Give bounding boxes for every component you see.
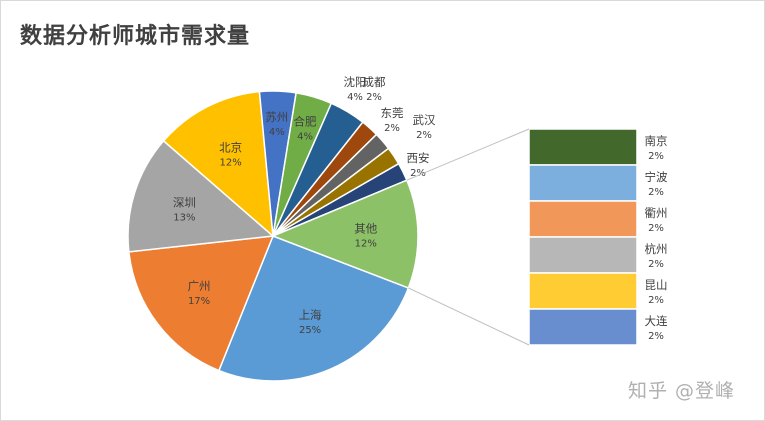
bar-label-宁波: 宁波: [645, 170, 668, 184]
pie-slice-广州: [128, 235, 275, 372]
slice-value-广州: 17%: [188, 296, 210, 307]
slice-label-武汉: 武汉: [413, 113, 436, 127]
slice-value-深圳: 13%: [173, 212, 195, 223]
bar-value-衢州: 2%: [648, 223, 664, 234]
slice-label-沈阳: 沈阳: [344, 75, 367, 89]
bar-value-昆山: 2%: [648, 295, 664, 306]
connector-line-top: [406, 128, 530, 181]
slice-value-成都: 2%: [366, 92, 382, 103]
chart-title: 数据分析师城市需求量: [20, 24, 251, 49]
slice-label-其他: 其他: [354, 222, 377, 236]
slice-label-成都: 成都: [363, 75, 386, 89]
pie-slice-深圳: [127, 139, 275, 253]
slice-value-苏州: 4%: [269, 127, 285, 138]
slice-value-其他: 12%: [355, 239, 377, 250]
slice-value-东莞: 2%: [384, 123, 400, 134]
bar-value-宁波: 2%: [648, 187, 664, 198]
slice-label-西安: 西安: [407, 151, 430, 165]
slice-label-合肥: 合肥: [294, 115, 317, 129]
slice-value-武汉: 2%: [416, 130, 432, 141]
slice-label-深圳: 深圳: [173, 195, 196, 209]
watermark: 知乎 @登峰: [628, 380, 736, 402]
bar-value-南京: 2%: [648, 151, 664, 162]
slice-label-上海: 上海: [299, 308, 322, 322]
bar-segment-大连: [528, 308, 638, 346]
slice-label-东莞: 东莞: [381, 106, 404, 120]
slice-label-广州: 广州: [188, 279, 211, 293]
slice-value-北京: 12%: [219, 157, 241, 168]
bar-value-杭州: 2%: [648, 259, 664, 270]
slice-label-苏州: 苏州: [265, 110, 288, 124]
bar-label-大连: 大连: [645, 314, 668, 328]
bar-label-南京: 南京: [645, 134, 668, 148]
bar-segment-宁波: [528, 164, 638, 202]
bar-label-杭州: 杭州: [645, 242, 668, 256]
slice-label-北京: 北京: [219, 140, 242, 154]
slice-value-西安: 2%: [410, 168, 426, 179]
slice-value-沈阳: 4%: [347, 92, 363, 103]
bar-label-衢州: 衢州: [645, 206, 668, 220]
bar-segment-衢州: [528, 200, 638, 238]
bar-segment-昆山: [528, 272, 638, 310]
connector-line-bottom: [408, 287, 530, 346]
slice-value-合肥: 4%: [297, 132, 313, 143]
bar-label-昆山: 昆山: [645, 278, 668, 292]
pie-slice-北京: [162, 90, 274, 238]
bar-segment-杭州: [528, 236, 638, 274]
pie-slice-上海: [217, 235, 410, 382]
pie-slice-其他: [270, 179, 419, 289]
bar-value-大连: 2%: [648, 331, 664, 342]
slice-value-上海: 25%: [299, 325, 321, 336]
bar-segment-南京: [528, 128, 638, 166]
